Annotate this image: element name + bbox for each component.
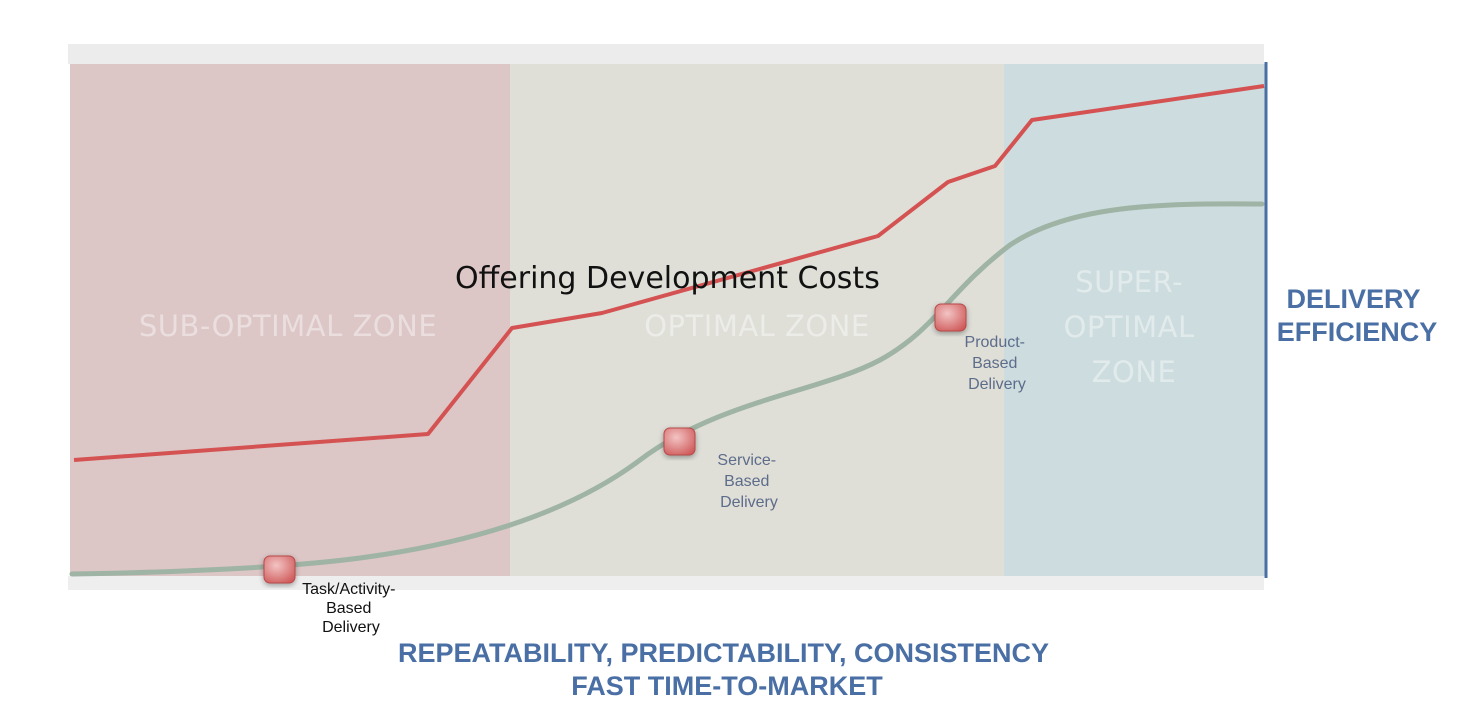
y-axis-title: DELIVERY EFFICIENCY [1277, 284, 1438, 347]
development-cost-label: Offering Development Costs [455, 261, 880, 296]
milestone-label-service: Service- Based Delivery [717, 452, 780, 511]
x-axis-title: REPEATABILITY, PREDICTABILITY, CONSISTEN… [398, 638, 1056, 701]
top-band [68, 44, 1264, 64]
zone-label-super-optimal: SUPER- OPTIMAL ZONE [1064, 265, 1205, 389]
zone-label-sub-optimal: SUB-OPTIMAL ZONE [139, 309, 437, 343]
milestone-marker-service [663, 427, 696, 456]
bottom-band [68, 576, 1264, 590]
development-cost-line [73, 84, 1265, 462]
zone-super-optimal [1004, 64, 1266, 576]
zone-label-optimal: OPTIMAL ZONE [644, 309, 870, 343]
milestone-marker-task [263, 555, 296, 584]
milestone-marker-product [934, 303, 967, 332]
efficiency-curve [69, 201, 1265, 577]
milestone-label-task: Task/Activity- Based Delivery [302, 581, 400, 636]
zone-sub-optimal [70, 64, 510, 576]
milestone-label-product: Product- Based Delivery [965, 334, 1030, 393]
